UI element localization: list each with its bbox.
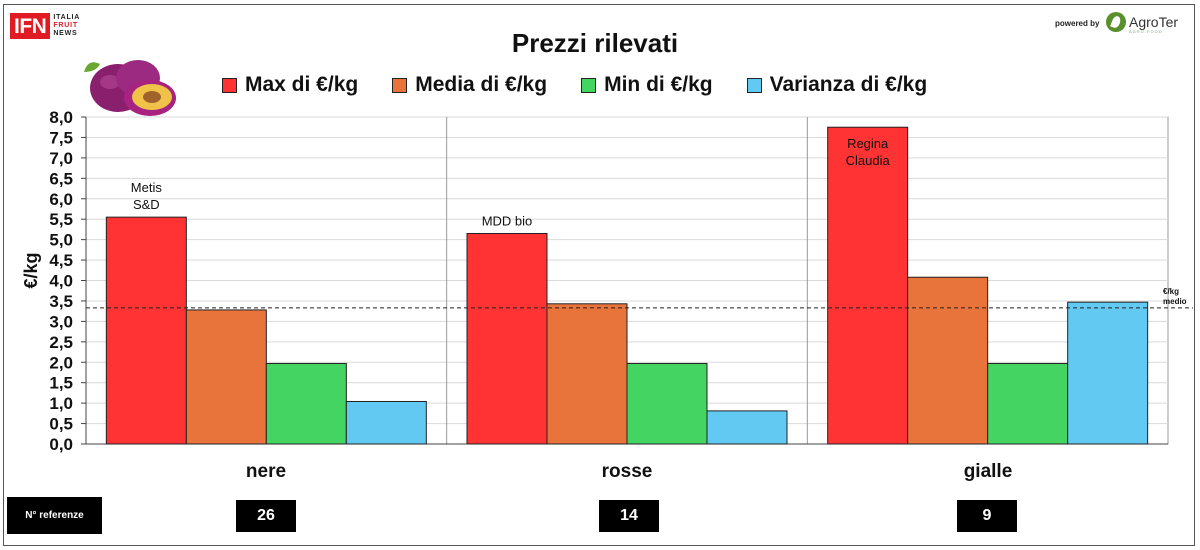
reference-count: 9: [957, 500, 1017, 532]
brand-name: AgroTer: [1129, 14, 1179, 30]
agroter-logo: AgroTer AGRO-FOOD: [1106, 12, 1179, 34]
legend-item: Varianza di €/kg: [746, 73, 928, 97]
category-label: rosse: [601, 461, 653, 482]
logo-sub-line: ITALIA: [53, 14, 81, 21]
powered-by-label: powered by: [1055, 19, 1100, 28]
legend-swatch: [392, 77, 408, 93]
ifn-logo: IFN ITALIA FRUIT NEWS: [10, 12, 80, 40]
legend-label: Max di €/kg: [245, 73, 359, 96]
leaf-icon: [1106, 12, 1126, 32]
references-label: N° referenze: [7, 497, 102, 534]
plum-illustration: [84, 60, 176, 116]
legend-label: Varianza di €/kg: [769, 73, 928, 96]
logo-subtitle: ITALIA FRUIT NEWS: [53, 14, 80, 38]
chart-legend: Max di €/kg Media di €/kg Min di €/kg Va…: [222, 73, 961, 97]
logo-sub-line: NEWS: [53, 30, 78, 37]
reference-count: 26: [236, 500, 296, 532]
reference-count: 14: [599, 500, 659, 532]
legend-label: Media di €/kg: [415, 73, 548, 96]
brand-subtitle: AGRO-FOOD: [1129, 29, 1163, 34]
legend-item: Min di €/kg: [581, 73, 713, 97]
category-label: nere: [245, 461, 287, 482]
category-label: gialle: [963, 461, 1013, 482]
legend-swatch: [746, 77, 762, 93]
logo-sub-line: FRUIT: [53, 22, 78, 29]
chart-title: Prezzi rilevati: [511, 28, 679, 58]
legend-swatch: [581, 77, 597, 93]
legend-item: Media di €/kg: [392, 73, 547, 97]
legend-item: Max di €/kg: [222, 73, 358, 97]
logo-text: IFN: [10, 13, 51, 39]
legend-swatch: [222, 77, 237, 93]
legend-label: Min di €/kg: [604, 73, 713, 96]
